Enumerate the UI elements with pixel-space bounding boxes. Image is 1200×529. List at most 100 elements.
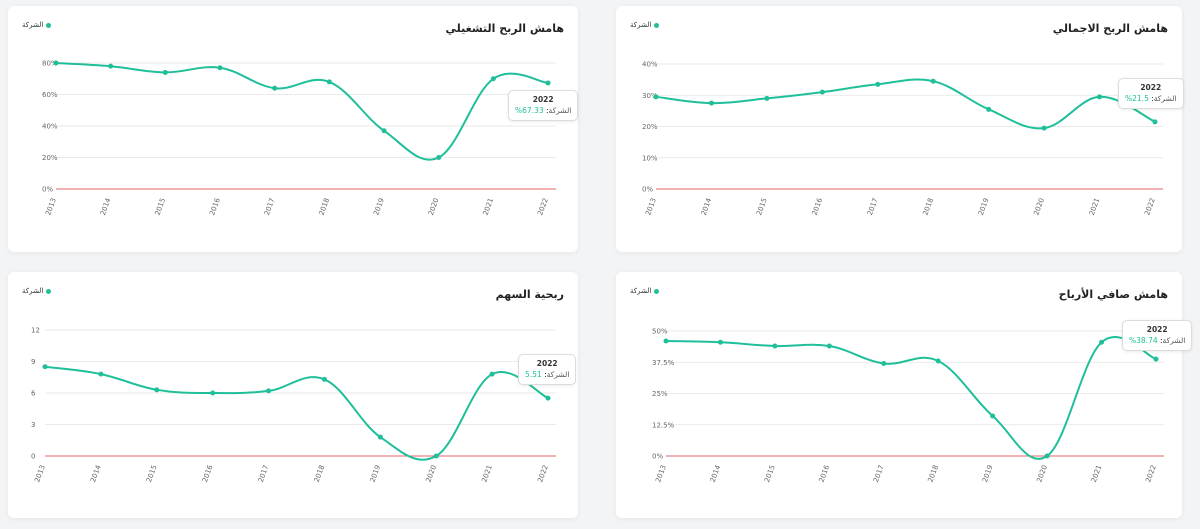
legend[interactable]: الشركة: [630, 21, 660, 29]
data-point: [489, 371, 495, 377]
legend-label: الشركة: [22, 21, 44, 29]
data-point: [1152, 119, 1158, 125]
plot-area[interactable]: 0% 20% 40% 60% 80% 2013 2014 2015 2016 2017 2018 20…: [8, 6, 578, 252]
data-point: [436, 155, 442, 160]
legend-dot-icon: [654, 288, 660, 294]
x-tick-label: 2017: [257, 464, 271, 483]
legend-dot-icon: [46, 22, 52, 28]
y-tick-label: 80%: [42, 60, 58, 68]
y-tick-label: 25%: [652, 390, 668, 398]
data-point: [764, 95, 770, 101]
data-point: [935, 358, 941, 364]
data-point: [490, 76, 496, 82]
data-point: [930, 78, 936, 84]
x-tick-label: 2022: [536, 197, 550, 216]
tooltip-value: 67.33%: [515, 106, 544, 116]
y-tick-label: 9: [31, 358, 35, 366]
legend[interactable]: الشركة: [630, 287, 660, 295]
legend[interactable]: الشركة: [22, 21, 52, 29]
legend-label: الشركة: [630, 21, 652, 29]
x-tick-label: 2019: [369, 464, 383, 483]
x-tick-label: 2020: [1032, 197, 1046, 216]
chart-card-gross: هامش الربح الاجمالي الشركة 0% 10% 20% 30% 40…: [616, 6, 1184, 252]
chart-card-operating: هامش الربح التشغيلي الشركة 0% 20% 40% 60% 80…: [8, 6, 579, 252]
plot-area[interactable]: 0% 12.5% 25% 37.5% 50% 2013 2014 2015 2016 2017 20…: [616, 272, 1182, 518]
data-point: [1097, 94, 1103, 100]
data-point: [162, 69, 168, 75]
data-point: [377, 434, 383, 440]
series-line: [55, 62, 549, 161]
x-tick-label: 2014: [89, 463, 103, 483]
chart-card-eps: ربحية السهم الشركة 0 3 6 9 12 2013 2014 2015 201…: [8, 272, 578, 518]
legend[interactable]: الشركة: [22, 287, 52, 295]
x-tick-label: 2019: [372, 197, 386, 216]
tooltip: 2022 الشركة: 5.51: [518, 354, 577, 385]
x-tick-label: 2013: [644, 197, 658, 216]
x-tick-label: 2020: [1035, 464, 1049, 483]
data-point: [653, 94, 659, 100]
data-point: [42, 364, 48, 370]
x-tick-label: 2018: [313, 464, 327, 483]
plot-area[interactable]: 0 3 6 9 12 2013 2014 2015 2016 2017 2018 2019 2020 20…: [8, 272, 578, 518]
chart-card-net: هامش صافي الأرباح الشركة 0% 12.5% 25% 37.5%…: [616, 272, 1193, 518]
tooltip-year: 2022: [532, 95, 554, 104]
y-tick-label: 20%: [642, 123, 658, 131]
x-tick-label: 2018: [318, 197, 332, 216]
data-point: [1099, 339, 1105, 345]
x-tick-label: 2014: [99, 196, 113, 216]
chart-title: هامش الربح التشغيلي: [445, 22, 564, 35]
tooltip-series-name: الشركة: [546, 370, 570, 380]
data-point: [772, 343, 778, 349]
tooltip-series-name: الشركة: [548, 106, 572, 116]
data-point: [1153, 356, 1159, 362]
data-point: [210, 390, 216, 396]
data-point: [53, 60, 59, 66]
x-tick-label: 2022: [1144, 464, 1158, 483]
x-tick-label: 2016: [201, 463, 215, 483]
legend-dot-icon: [46, 288, 52, 294]
y-tick-label: 30%: [642, 92, 658, 100]
data-point: [1044, 453, 1050, 459]
tooltip-year: 2022: [1146, 325, 1168, 334]
x-tick-label: 2021: [1090, 464, 1104, 483]
data-point: [98, 371, 104, 377]
data-point: [545, 395, 551, 401]
x-tick-label: 2014: [700, 196, 714, 216]
data-point: [326, 79, 332, 85]
series-line: [655, 78, 1156, 130]
tooltip: 2022 الشركة: 67.33%: [508, 90, 579, 121]
data-point: [381, 128, 387, 134]
data-point: [717, 339, 723, 345]
legend-dot-icon: [654, 22, 660, 28]
x-tick-label: 2016: [208, 196, 222, 216]
x-tick-label: 2013: [44, 197, 58, 216]
y-tick-label: 0%: [42, 186, 53, 194]
data-point: [217, 65, 223, 71]
data-point: [826, 343, 832, 349]
chart-title: هامش الربح الاجمالي: [1052, 22, 1168, 35]
y-tick-label: 40%: [642, 61, 658, 69]
plot-area[interactable]: 0% 10% 20% 30% 40% 2013 2014 2015 2016 2017 2018 20…: [616, 6, 1182, 252]
x-tick-label: 2021: [482, 197, 496, 216]
x-tick-label: 2018: [926, 464, 940, 483]
tooltip-value: 21.5%: [1125, 94, 1149, 104]
x-tick-label: 2020: [424, 464, 438, 483]
x-tick-label: 2022: [1143, 197, 1157, 216]
x-tick-label: 2019: [977, 197, 991, 216]
data-point: [708, 100, 714, 106]
y-tick-label: 0: [31, 453, 35, 461]
legend-label: الشركة: [630, 287, 652, 295]
x-tick-label: 2018: [921, 197, 935, 216]
series-line: [665, 336, 1157, 460]
data-point: [1041, 125, 1047, 131]
data-point: [990, 413, 996, 419]
data-point: [266, 388, 272, 394]
tooltip: 2022 الشركة: 21.5%: [1118, 78, 1184, 109]
x-tick-label: 2017: [872, 464, 886, 483]
data-point: [819, 89, 825, 95]
data-point: [272, 85, 278, 91]
y-tick-label: 0%: [652, 453, 663, 461]
series-line: [44, 365, 549, 461]
data-point: [881, 361, 887, 366]
y-tick-label: 12: [31, 327, 40, 335]
